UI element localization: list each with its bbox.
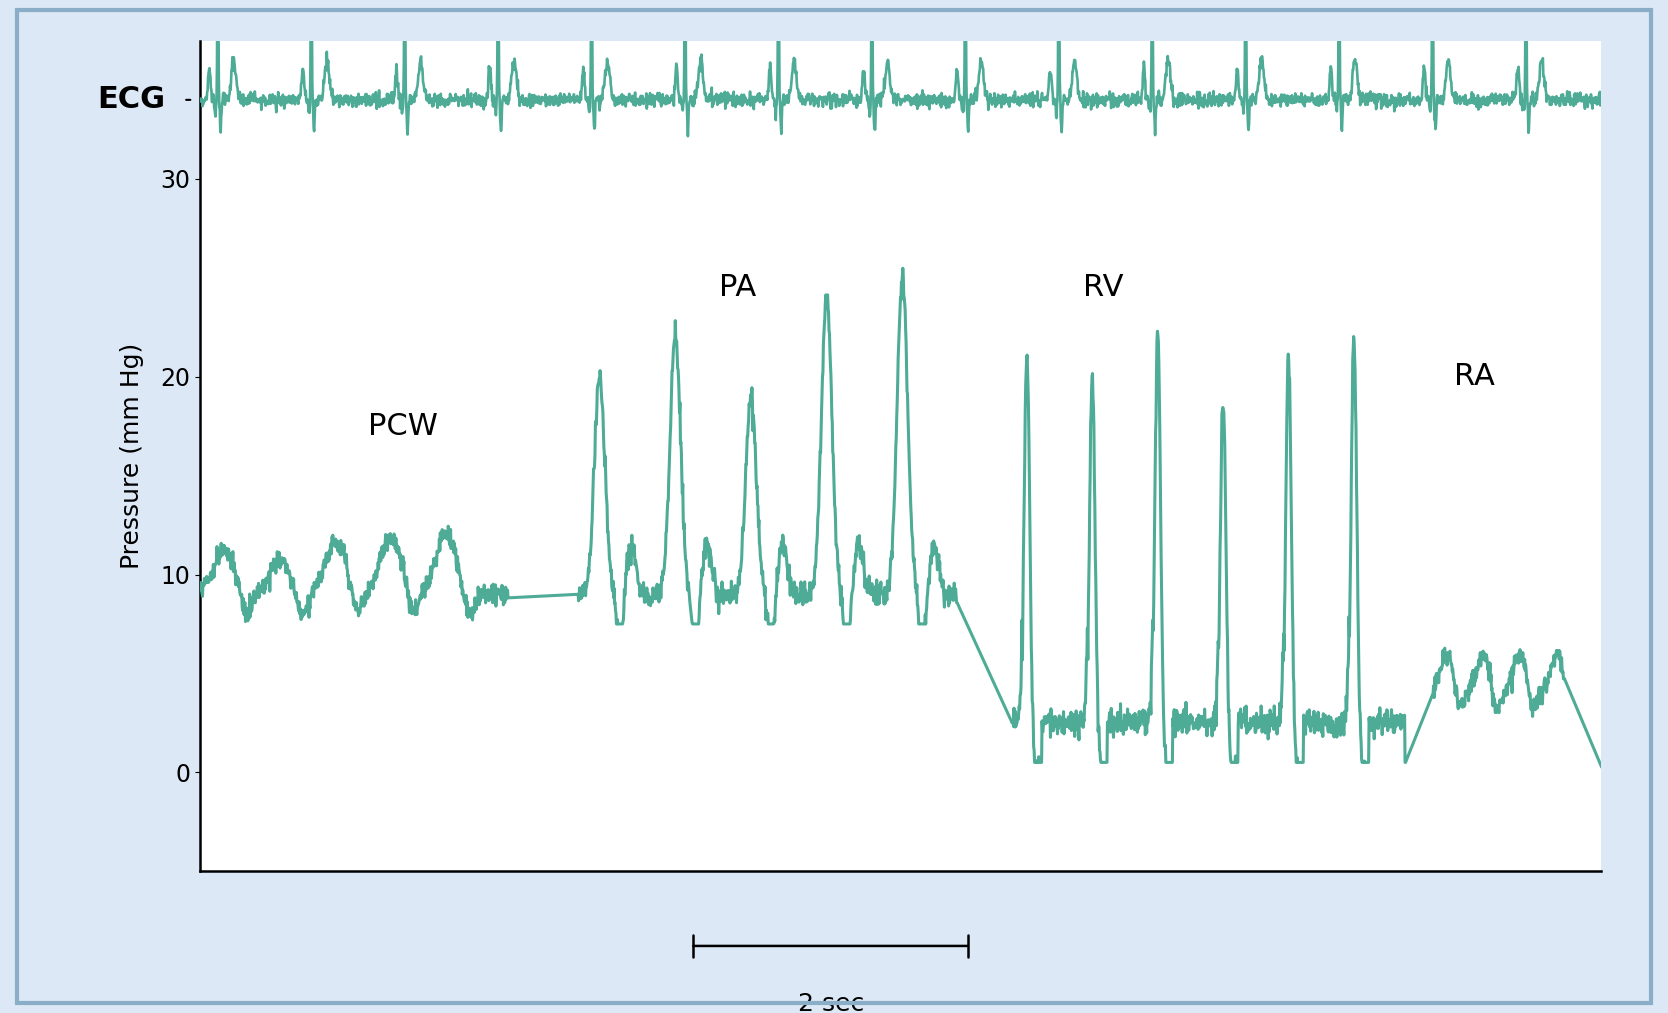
Text: PA: PA — [719, 274, 756, 302]
Text: ECG: ECG — [97, 85, 165, 114]
Y-axis label: Pressure (mm Hg): Pressure (mm Hg) — [120, 342, 143, 569]
Text: PCW: PCW — [369, 411, 439, 441]
Text: RA: RA — [1454, 363, 1495, 391]
Text: RV: RV — [1083, 274, 1123, 302]
Text: 2 sec: 2 sec — [797, 992, 864, 1013]
